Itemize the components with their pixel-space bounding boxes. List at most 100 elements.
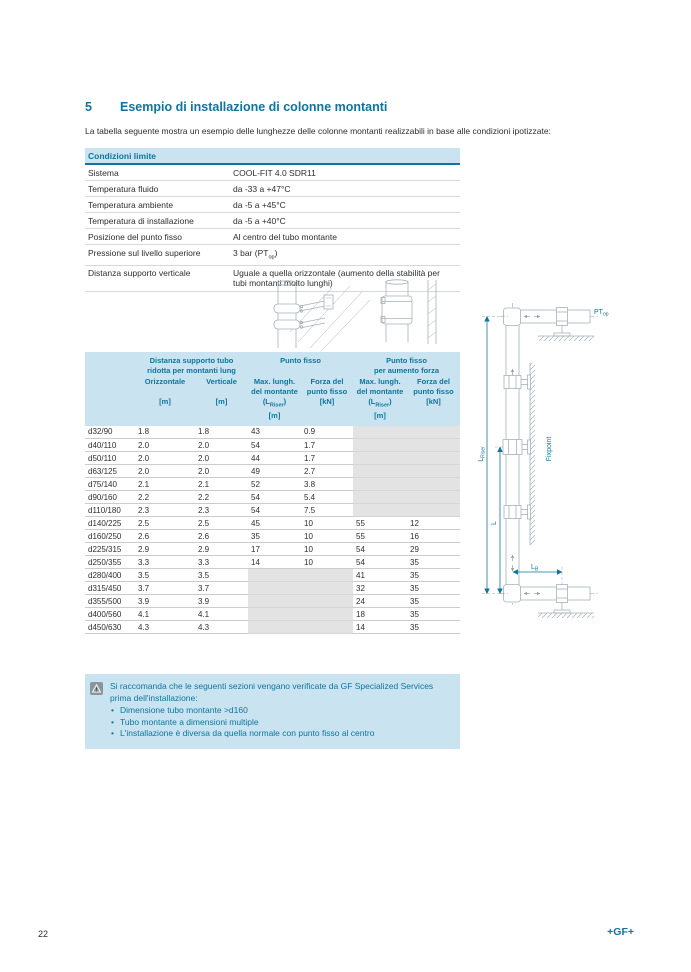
table-cell	[407, 477, 461, 491]
table-cell	[248, 620, 301, 634]
table-cell: 54	[353, 542, 407, 556]
table-cell	[353, 464, 407, 478]
table-cell: 3.9	[135, 594, 195, 608]
group-header-fixpoint-increased-force: Punto fisso per aumento forza	[353, 352, 461, 376]
table-cell: 2.9	[135, 542, 195, 556]
column-header-row: Orizzontale [m] Verticale [m] Max. lungh…	[85, 376, 461, 426]
row-size-label: d140/225	[85, 516, 135, 530]
table-cell: 3.5	[135, 568, 195, 582]
riser-table-row: d315/450 3.7 3.7 32 35	[85, 581, 461, 595]
riser-table-row: d250/355 3.3 3.3 14 10 54 35	[85, 555, 461, 569]
col-header-force-2: Forza del punto fisso [kN]	[407, 376, 461, 426]
table-cell: 3.7	[135, 581, 195, 595]
riser-table-row: d40/110 2.0 2.0 54 1.7	[85, 438, 461, 452]
warning-note-box: Si raccomanda che le seguenti sezioni ve…	[85, 674, 460, 749]
l-label: L	[491, 521, 498, 525]
table-cell: 2.7	[301, 464, 353, 478]
row-size-label: d225/315	[85, 542, 135, 556]
pipe-clamp-illustrations	[273, 279, 437, 351]
table-cell: 24	[353, 594, 407, 608]
row-size-label: d450/630	[85, 620, 135, 634]
col-header-vertical: Verticale [m]	[195, 376, 248, 426]
table-cell: 2.2	[135, 490, 195, 504]
table-cell	[353, 425, 407, 439]
table-cell: 49	[248, 464, 301, 478]
condition-label: Sistema	[88, 167, 119, 178]
table-cell: 2.3	[135, 503, 195, 517]
table-cell	[301, 620, 353, 634]
table-cell: 52	[248, 477, 301, 491]
row-size-label: d400/560	[85, 607, 135, 621]
table-cell: 2.1	[195, 477, 248, 491]
table-cell: 44	[248, 451, 301, 465]
table-cell: 35	[407, 555, 461, 569]
riser-table-row: d160/250 2.6 2.6 35 10 55 16	[85, 529, 461, 543]
table-cell: 3.3	[195, 555, 248, 569]
condition-value: COOL-FIT 4.0 SDR11	[233, 167, 316, 178]
table-cell	[407, 490, 461, 504]
table-cell	[353, 438, 407, 452]
sleeve-clamp-illustration	[380, 279, 437, 344]
table-cell: 3.7	[195, 581, 248, 595]
riser-table-row: d63/125 2.0 2.0 49 2.7	[85, 464, 461, 478]
table-cell: 10	[301, 516, 353, 530]
table-cell: 54	[353, 555, 407, 569]
bottom-pipe-support	[538, 584, 594, 618]
table-cell	[407, 438, 461, 452]
table-cell	[353, 503, 407, 517]
condition-value: 3 bar (PTop)	[233, 247, 278, 261]
table-cell: 0.9	[301, 425, 353, 439]
table-cell: 2.0	[195, 451, 248, 465]
row-size-label: d160/250	[85, 529, 135, 543]
table-cell: 2.0	[135, 438, 195, 452]
table-cell: 2.6	[195, 529, 248, 543]
note-bullet: Dimensione tubo montante >d160	[110, 705, 433, 717]
row-size-label: d110/180	[85, 503, 135, 517]
condition-value: Uguale a quella orizzontale (aumento del…	[233, 268, 440, 289]
table-cell: 35	[407, 607, 461, 621]
note-content: Si raccomanda che le seguenti sezioni ve…	[110, 681, 433, 742]
table-cell: 3.8	[301, 477, 353, 491]
condition-row: Pressione sul livello superiore 3 bar (PT…	[85, 245, 460, 266]
table-cell: 32	[353, 581, 407, 595]
group-header-support-distance: Distanza supporto tubo ridotta per monta…	[135, 352, 248, 376]
note-bullet: Tubo montante a dimensioni multiple	[110, 717, 433, 729]
table-cell	[353, 451, 407, 465]
table-cell	[353, 477, 407, 491]
table-cell: 1.8	[135, 425, 195, 439]
riser-table-row: d140/225 2.5 2.5 45 10 55 12	[85, 516, 461, 530]
lriser-label: LRiser	[478, 446, 487, 462]
table-cell: 2.6	[135, 529, 195, 543]
riser-table-row: d32/90 1.8 1.8 43 0.9	[85, 425, 461, 439]
table-cell: 17	[248, 542, 301, 556]
table-cell: 4.1	[135, 607, 195, 621]
conditions-table-title: Condizioni limite	[85, 148, 460, 165]
group-header-fixpoint: Punto fisso	[248, 352, 353, 376]
table-cell: 16	[407, 529, 461, 543]
riser-length-table: Distanza supporto tubo ridotta per monta…	[85, 352, 461, 634]
conditions-table: Condizioni limite Sistema COOL-FIT 4.0 SD…	[85, 148, 460, 292]
bracket-upper	[503, 374, 531, 390]
condition-value: da -5 a +40°C	[233, 215, 286, 226]
warning-icon	[90, 682, 103, 695]
row-size-label: d355/500	[85, 594, 135, 608]
note-bullet: L'installazione è diversa da quella norm…	[110, 728, 433, 740]
table-cell: 2.0	[195, 464, 248, 478]
table-cell: 35	[407, 581, 461, 595]
condition-value: da -33 a +47°C	[233, 183, 291, 194]
table-cell: 3.3	[135, 555, 195, 569]
table-cell	[407, 503, 461, 517]
table-cell: 10	[301, 529, 353, 543]
conditions-rows: Sistema COOL-FIT 4.0 SDR11 Temperatura flu…	[85, 165, 460, 292]
table-cell: 5.4	[301, 490, 353, 504]
condition-row: Distanza supporto verticale Uguale a quel…	[85, 266, 460, 292]
condition-row: Temperatura ambiente da -5 a +45°C	[85, 197, 460, 213]
table-cell: 12	[407, 516, 461, 530]
row-size-label: d63/125	[85, 464, 135, 478]
condition-label: Temperatura ambiente	[88, 199, 174, 210]
riser-table-row: d450/630 4.3 4.3 14 35	[85, 620, 461, 634]
riser-table-row: d110/180 2.3 2.3 54 7.5	[85, 503, 461, 517]
top-pipe-support	[538, 307, 594, 341]
size-column-header	[85, 352, 135, 426]
riser-installation-diagram: PTop LRiser L LB Fixpoint	[478, 303, 609, 618]
